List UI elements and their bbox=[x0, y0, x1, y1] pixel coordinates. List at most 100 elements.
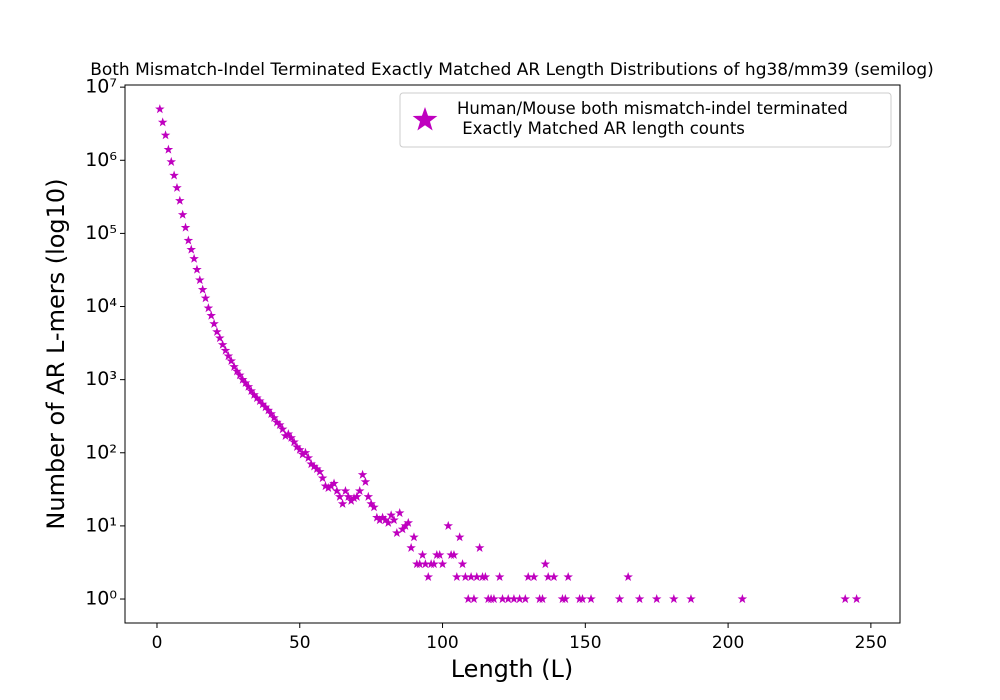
x-tick-label: 0 bbox=[152, 633, 163, 653]
point bbox=[372, 512, 382, 522]
point bbox=[337, 498, 348, 508]
point bbox=[272, 417, 282, 427]
point bbox=[332, 486, 342, 496]
point bbox=[394, 508, 405, 518]
point bbox=[300, 447, 311, 457]
point bbox=[317, 473, 328, 483]
point bbox=[275, 419, 285, 430]
point bbox=[437, 559, 448, 569]
y-tick-label: 10² bbox=[85, 441, 117, 463]
point bbox=[197, 284, 208, 294]
point bbox=[266, 408, 276, 418]
point bbox=[200, 293, 211, 303]
x-tick-label: 50 bbox=[289, 633, 311, 653]
point bbox=[434, 550, 445, 560]
point bbox=[374, 515, 385, 525]
y-tick-label: 10⁰ bbox=[85, 588, 117, 610]
point bbox=[160, 130, 171, 140]
point bbox=[460, 572, 471, 582]
point bbox=[389, 515, 399, 525]
point bbox=[237, 374, 248, 384]
point bbox=[243, 381, 254, 391]
point bbox=[377, 512, 388, 522]
point bbox=[169, 170, 179, 180]
point bbox=[466, 572, 476, 582]
point bbox=[386, 510, 396, 520]
point bbox=[220, 345, 231, 355]
point bbox=[235, 370, 245, 380]
point bbox=[400, 520, 411, 530]
point bbox=[155, 104, 165, 114]
point bbox=[514, 594, 525, 604]
point bbox=[352, 491, 362, 501]
point bbox=[489, 594, 499, 604]
plot-area bbox=[124, 84, 901, 624]
x-axis-label: Length (L) bbox=[451, 655, 574, 683]
point bbox=[229, 361, 239, 371]
point bbox=[303, 452, 314, 462]
point bbox=[175, 195, 185, 205]
point bbox=[383, 517, 394, 527]
point bbox=[163, 144, 174, 154]
point bbox=[503, 594, 513, 604]
y-tick-label: 10⁶ bbox=[85, 149, 117, 171]
point bbox=[397, 524, 408, 534]
point bbox=[286, 432, 296, 442]
point bbox=[540, 559, 551, 569]
point bbox=[217, 339, 228, 349]
point bbox=[651, 594, 662, 604]
point bbox=[457, 559, 468, 569]
point bbox=[454, 532, 465, 542]
y-tick-label: 10¹ bbox=[85, 514, 117, 536]
point bbox=[260, 402, 271, 412]
point bbox=[357, 469, 368, 479]
x-tick-label: 100 bbox=[426, 633, 458, 653]
chart-title: Both Mismatch-Indel Terminated Exactly M… bbox=[90, 60, 934, 80]
point bbox=[312, 464, 322, 474]
point bbox=[326, 481, 336, 491]
point bbox=[472, 572, 482, 582]
point bbox=[314, 466, 325, 476]
point bbox=[577, 594, 588, 604]
y-tick-label: 10⁷ bbox=[85, 76, 117, 98]
point bbox=[263, 405, 274, 415]
point bbox=[423, 572, 434, 582]
point bbox=[180, 222, 191, 232]
point bbox=[192, 264, 202, 274]
point bbox=[409, 532, 419, 542]
point bbox=[429, 559, 439, 569]
point bbox=[255, 396, 265, 406]
point bbox=[172, 182, 182, 192]
point bbox=[543, 572, 553, 582]
point bbox=[329, 478, 339, 488]
point bbox=[206, 310, 216, 320]
point bbox=[280, 430, 291, 440]
point bbox=[417, 550, 428, 560]
point bbox=[195, 275, 205, 285]
point bbox=[297, 449, 308, 459]
point bbox=[277, 424, 288, 434]
legend-marker bbox=[412, 107, 438, 131]
point bbox=[363, 491, 374, 501]
point bbox=[295, 444, 305, 454]
point bbox=[563, 572, 573, 582]
y-axis-label: Number of AR L-mers (log10) bbox=[42, 178, 70, 529]
point bbox=[346, 495, 356, 505]
point bbox=[240, 377, 251, 388]
point bbox=[840, 594, 850, 604]
x-tick-label: 200 bbox=[712, 633, 744, 653]
point bbox=[686, 594, 696, 604]
point bbox=[414, 559, 425, 569]
point bbox=[252, 393, 262, 403]
point bbox=[157, 117, 168, 127]
point bbox=[183, 235, 194, 245]
y-tick-label: 10³ bbox=[85, 368, 117, 390]
point bbox=[177, 209, 188, 219]
point bbox=[306, 459, 316, 469]
point bbox=[669, 594, 679, 604]
point bbox=[289, 437, 299, 447]
point bbox=[232, 366, 242, 376]
legend-label: Human/Mouse both mismatch-indel terminat… bbox=[457, 99, 848, 138]
point bbox=[334, 491, 345, 501]
point bbox=[354, 486, 365, 496]
